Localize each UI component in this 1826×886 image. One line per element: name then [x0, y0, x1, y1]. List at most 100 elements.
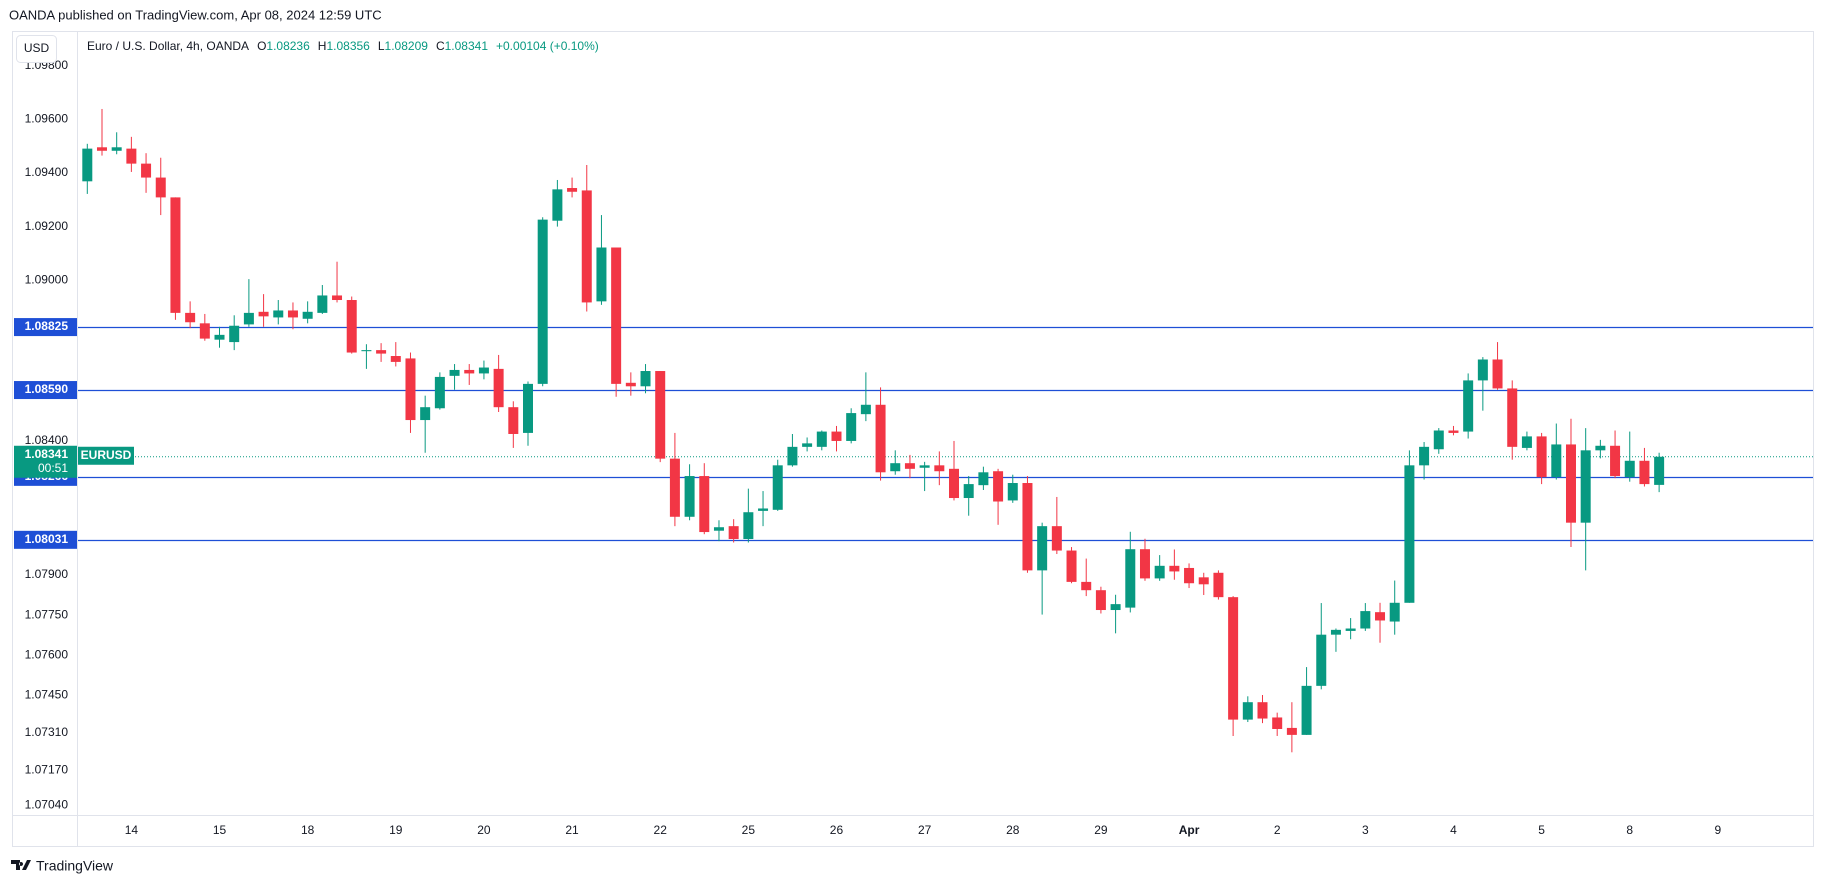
level-label-box — [14, 381, 77, 400]
candle-body — [713, 527, 724, 531]
candle-body — [258, 311, 269, 317]
candle-body — [1595, 445, 1606, 451]
candle-body — [567, 188, 578, 192]
candle-body — [934, 465, 945, 472]
candle-body — [493, 368, 504, 408]
candle-body — [1198, 577, 1209, 585]
legend-item: 1.08209 — [385, 39, 429, 53]
candle-body — [1066, 550, 1077, 582]
y-tick-label: 1.07450 — [25, 688, 69, 702]
y-tick-label: 1.07310 — [25, 725, 69, 739]
candle-body — [1184, 567, 1195, 584]
candle-body — [1580, 450, 1591, 523]
candle-body — [669, 458, 680, 517]
candle-body — [581, 190, 592, 303]
candle-body — [1521, 436, 1532, 448]
candle-body — [758, 508, 769, 511]
candle-body — [772, 465, 783, 510]
candle-body — [1081, 581, 1092, 591]
legend-item: L — [378, 39, 385, 53]
level-label: 1.08825 — [25, 319, 69, 333]
y-tick-label: 1.09400 — [25, 165, 69, 179]
x-tick-label: 8 — [1626, 823, 1633, 837]
candle-body — [1360, 611, 1371, 629]
x-tick-label: 26 — [830, 823, 844, 837]
candle-body — [434, 376, 445, 409]
candle-body — [1624, 460, 1635, 478]
chart-frame — [12, 31, 1814, 847]
candle-body — [978, 472, 989, 486]
candle-body — [332, 295, 343, 301]
candle-body — [1154, 565, 1165, 579]
candle-body — [155, 177, 166, 198]
candle-body — [1037, 526, 1048, 571]
currency-button-label[interactable]: USD — [24, 41, 50, 55]
y-tick-label: 1.09600 — [25, 112, 69, 126]
candle-body — [229, 325, 240, 343]
x-tick-label: 18 — [301, 823, 315, 837]
candle-body — [1639, 460, 1650, 485]
candle-body — [508, 407, 519, 434]
x-tick-label: 27 — [918, 823, 932, 837]
legend-item: O — [257, 39, 266, 53]
brand-logo: TradingView — [11, 858, 114, 874]
candle-body — [170, 197, 181, 313]
candle-body — [243, 312, 254, 325]
legend-item: H — [318, 39, 327, 53]
candle-body — [1272, 717, 1283, 729]
candle-body — [860, 404, 871, 415]
candle-body — [449, 369, 460, 376]
y-tick-label: 1.08400 — [25, 433, 69, 447]
candle-body — [1007, 483, 1018, 501]
candle-body — [141, 163, 152, 178]
candle-body — [1110, 604, 1121, 611]
candle-body — [1565, 444, 1576, 523]
candle-body — [317, 295, 328, 313]
candle-body — [1551, 444, 1562, 478]
candle-body — [1433, 430, 1444, 450]
y-tick-label: 1.07170 — [25, 763, 69, 777]
x-tick-label: 5 — [1538, 823, 1545, 837]
candle-body — [420, 407, 431, 421]
x-tick-label: 28 — [1006, 823, 1020, 837]
candle-body — [831, 431, 842, 441]
x-tick-label: 15 — [213, 823, 227, 837]
price-labels: 1.088251.085901.082661.080311.0834100:51… — [14, 318, 134, 549]
y-tick-label: 1.09000 — [25, 272, 69, 286]
x-tick-label: 20 — [477, 823, 491, 837]
candle-body — [537, 219, 548, 384]
candle-body — [816, 431, 827, 447]
brand-name: TradingView — [36, 858, 114, 874]
candle-body — [1536, 436, 1547, 478]
candle-body — [111, 147, 122, 151]
candle-body — [1316, 634, 1327, 686]
candle-body — [376, 350, 387, 354]
candle-body — [1139, 549, 1150, 579]
x-tick-label: 21 — [565, 823, 579, 837]
candle-body — [699, 476, 710, 533]
symbol-legend: Euro / U.S. Dollar, 4h, OANDA O1.08236 H 1.… — [87, 39, 599, 53]
legend-item: Euro / U.S. Dollar, 4h, OANDA — [87, 39, 249, 53]
price-axis: 1.098001.096001.094001.092001.090001.084… — [25, 58, 69, 812]
legend-item: 1.08341 — [445, 39, 489, 53]
currency-button[interactable] — [16, 35, 57, 63]
legend-item: 1.08236 — [266, 39, 310, 53]
last-price-label: 1.08341 — [25, 447, 69, 461]
y-tick-label: 1.07040 — [25, 798, 69, 812]
x-tick-label: 9 — [1715, 823, 1722, 837]
x-tick-label: 4 — [1450, 823, 1457, 837]
candle-body — [1213, 572, 1224, 598]
candle-body — [214, 334, 225, 340]
candle-body — [405, 358, 416, 421]
candle-body — [728, 526, 739, 540]
y-tick-label: 1.07600 — [25, 647, 69, 661]
candle-body — [846, 413, 857, 441]
candle-body — [361, 350, 372, 352]
candle-body — [464, 369, 475, 374]
candle-body — [1301, 685, 1312, 735]
x-tick-label: 25 — [742, 823, 756, 837]
y-tick-label: 1.07900 — [25, 567, 69, 581]
candle-body — [1242, 702, 1253, 720]
